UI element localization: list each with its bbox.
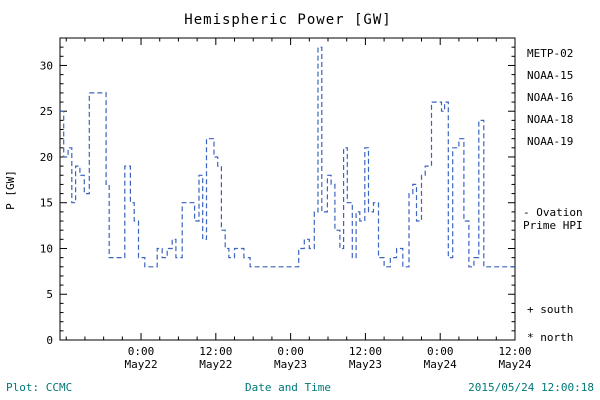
x-tick-time: 0:00	[277, 345, 304, 358]
legend-ovation-line2: Prime HPI	[523, 219, 583, 232]
x-tick-time: 12:00	[199, 345, 232, 358]
legend-item-noaa-16: NOAA-16	[527, 91, 573, 104]
y-tick-label: 25	[40, 105, 53, 118]
x-tick-date: May22	[199, 358, 232, 371]
legend: METP-02 NOAA-15 NOAA-16 NOAA-18 NOAA-19 - Ova…	[523, 47, 583, 344]
legend-item-noaa-15: NOAA-15	[527, 69, 573, 82]
y-tick-label: 30	[40, 59, 53, 72]
axis-tick-labels: 0510152025300:00May2212:00May220:00May23…	[40, 59, 532, 371]
x-axis-label: Date and Time	[245, 381, 331, 394]
axis-ticks	[60, 37, 516, 341]
x-tick-date: May24	[424, 358, 457, 371]
y-tick-label: 0	[46, 334, 53, 347]
plot-frame	[59, 37, 516, 341]
y-tick-label: 5	[46, 288, 53, 301]
x-tick-time: 12:00	[498, 345, 531, 358]
plot-credit: Plot: CCMC	[6, 381, 72, 394]
y-tick-label: 15	[40, 197, 53, 210]
legend-item-metp-02: METP-02	[527, 47, 573, 60]
hpi-data-path	[60, 46, 515, 268]
legend-item-noaa-18: NOAA-18	[527, 113, 573, 126]
y-tick-label: 20	[40, 151, 53, 164]
ovation-hpi-step-line	[60, 46, 515, 268]
legend-south-marker: + south	[527, 303, 573, 316]
x-tick-date: May24	[498, 358, 531, 371]
x-tick-date: May23	[349, 358, 382, 371]
timestamp: 2015/05/24 12:00:18	[468, 381, 594, 394]
x-tick-date: May22	[124, 358, 157, 371]
x-tick-time: 12:00	[349, 345, 382, 358]
legend-north-marker: * north	[527, 331, 573, 344]
x-tick-time: 0:00	[427, 345, 454, 358]
legend-item-noaa-19: NOAA-19	[527, 135, 573, 148]
x-tick-date: May23	[274, 358, 307, 371]
y-tick-label: 10	[40, 242, 53, 255]
legend-ovation-line1: - Ovation	[523, 206, 583, 219]
axes	[59, 37, 516, 341]
chart-title: Hemispheric Power [GW]	[184, 12, 391, 28]
y-axis-label: P [GW]	[4, 170, 17, 210]
x-tick-time: 0:00	[128, 345, 155, 358]
